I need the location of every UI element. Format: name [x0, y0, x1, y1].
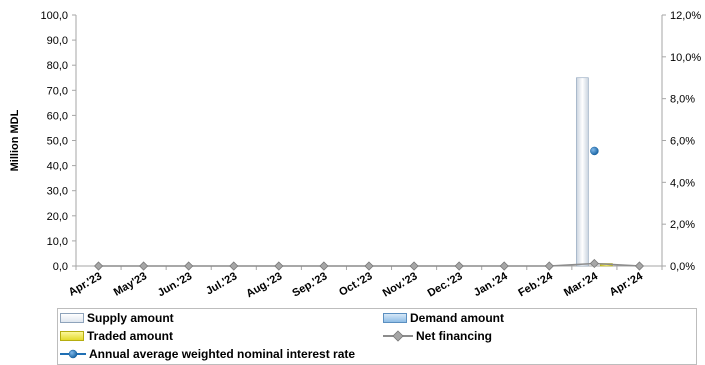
y-tick-label-right: 0,0% [670, 261, 695, 273]
y-tick-label-right: 4,0% [670, 177, 695, 189]
legend-swatch-traded [60, 331, 84, 341]
net-financing-marker [319, 261, 329, 271]
y-axis-title: Million MDL [9, 109, 21, 171]
chart: 0,0 10,0 20,0 30,0 40,0 50,0 60,0 70,0 80,0 90,0 1… [9, 10, 701, 300]
bar-supply-amount [576, 77, 589, 267]
y-tick-label-left: 100,0 [40, 10, 68, 22]
net-financing-marker [139, 261, 149, 271]
net-financing-marker [93, 261, 104, 271]
legend-label-supply: Supply amount [87, 311, 174, 325]
net-financing-marker [544, 261, 554, 271]
x-tick-label: Mar.'24 [562, 270, 601, 299]
interest-rate-point [590, 146, 599, 156]
y-tick-label-left: 90,0 [47, 35, 68, 47]
labels: 0,0 10,0 20,0 30,0 40,0 50,0 60,0 70,0 80,0 90,0 1… [9, 10, 701, 300]
x-tick-label: May'23 [112, 270, 149, 299]
net-financing-marker [409, 261, 419, 271]
net-financing-marker [589, 258, 599, 269]
legend-item-rate: Annual average weighted nominal interest… [60, 346, 355, 362]
net-financing-marker [634, 261, 645, 271]
y-tick-label-right: 8,0% [670, 94, 695, 106]
net-financing-marker [274, 261, 284, 271]
legend-line-rate [60, 349, 86, 359]
x-tick-label: Aug.'23 [244, 270, 284, 300]
legend-label-rate: Annual average weighted nominal interest… [89, 347, 356, 361]
y-tick-label-left: 40,0 [47, 161, 68, 173]
legend-line-net [383, 330, 413, 342]
x-tick-label: Oct.'23 [337, 270, 374, 299]
y-tick-label-left: 70,0 [47, 85, 68, 97]
x-tick-label: Dec.'23 [426, 270, 465, 299]
legend-label-net: Net financing [416, 329, 493, 343]
legend-label-demand: Demand amount [410, 311, 505, 325]
x-tick-label: Apr.'23 [67, 270, 104, 299]
x-tick-label: Nov.'23 [381, 270, 420, 299]
x-tick-label: Feb.'24 [516, 270, 555, 300]
y-tick-label-right: 10,0% [670, 52, 701, 64]
net-financing-marker [184, 261, 194, 271]
legend-item-supply: Supply amount [60, 310, 174, 326]
net-financing-marker [454, 261, 464, 271]
bars [576, 77, 613, 267]
legend-item-net: Net financing [383, 328, 492, 344]
legend-item-traded: Traded amount [60, 328, 173, 344]
y-tick-label-left: 20,0 [47, 211, 68, 223]
legend-item-demand: Demand amount [383, 310, 504, 326]
legend-swatch-demand [383, 313, 407, 323]
y-tick-label-left: 0,0 [53, 261, 68, 273]
x-tick-label: Jun.'23 [156, 270, 194, 299]
y-tick-label-left: 80,0 [47, 60, 68, 72]
y-tick-label-left: 30,0 [47, 186, 68, 198]
net-financing-marker [364, 261, 374, 271]
y-tick-label-right: 6,0% [670, 136, 695, 148]
y-tick-label-right: 12,0% [670, 10, 701, 22]
legend-swatch-supply [60, 313, 84, 323]
x-tick-label: Jan.'24 [472, 270, 511, 299]
legend-label-traded: Traded amount [87, 329, 174, 343]
x-tick-label: Jul.'23 [204, 270, 239, 297]
net-financing-marker [499, 261, 509, 271]
y-tick-label-left: 10,0 [47, 236, 68, 248]
x-tick-label: Apr.'24 [608, 270, 646, 299]
y-tick-label-left: 50,0 [47, 136, 68, 148]
y-tick-label-right: 2,0% [670, 219, 695, 231]
y-tick-label-left: 60,0 [47, 110, 68, 122]
legend: Supply amount Demand amount Traded amoun… [57, 308, 697, 365]
points [93, 146, 645, 271]
x-tick-label: Sep.'23 [290, 270, 329, 299]
net-financing-marker [229, 261, 239, 271]
